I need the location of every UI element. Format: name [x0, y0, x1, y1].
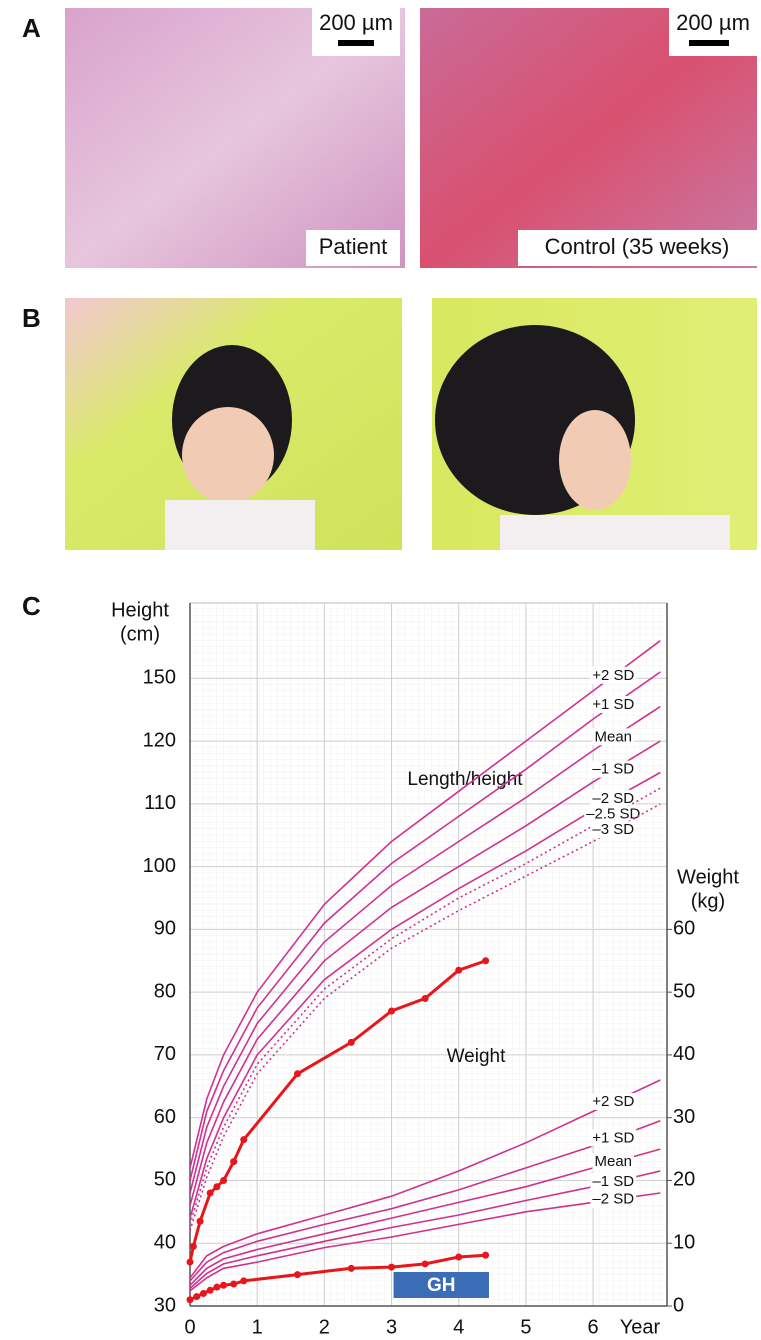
patient-point	[187, 1259, 194, 1266]
patient-point	[422, 1260, 429, 1267]
x-axis-title: Year	[620, 1316, 661, 1338]
y-tick-label: 110	[144, 792, 176, 814]
patient-point	[348, 1039, 355, 1046]
patient-point	[213, 1284, 220, 1291]
curve-label: –2.5 SD	[586, 805, 640, 822]
gh-label: GH	[427, 1275, 456, 1296]
scale-bar	[689, 40, 729, 46]
y-tick-label: 70	[154, 1043, 176, 1065]
y2-axis-title: Weight	[677, 866, 739, 888]
caption: Control (35 weeks)	[545, 234, 730, 259]
patient-point	[388, 1264, 395, 1271]
patient-point	[240, 1136, 247, 1143]
scale-bar-label: 200 µm	[676, 10, 750, 35]
caption: Patient	[319, 234, 388, 259]
curve-label: Mean	[594, 728, 632, 745]
y-tick-label: 100	[143, 855, 176, 877]
y2-tick-label: 20	[673, 1169, 695, 1191]
patient-point	[388, 1007, 395, 1014]
patient-point	[207, 1190, 214, 1197]
clothing	[500, 515, 730, 550]
x-tick-label: 0	[184, 1316, 195, 1338]
scale-bar-label: 200 µm	[319, 10, 393, 35]
patient-point	[482, 1252, 489, 1259]
y2-tick-label: 60	[673, 918, 695, 940]
y-tick-label: 50	[154, 1169, 176, 1191]
patient-point	[482, 957, 489, 964]
clothing	[165, 500, 315, 550]
curve-label: +1 SD	[592, 1129, 634, 1146]
x-tick-label: 1	[252, 1316, 263, 1338]
curve-label: –1 SD	[592, 1173, 634, 1190]
curve-label: +2 SD	[592, 667, 634, 684]
patient-point	[294, 1070, 301, 1077]
x-tick-label: 4	[453, 1316, 464, 1338]
y-tick-label: 120	[143, 729, 176, 751]
y-tick-label: 80	[154, 980, 176, 1002]
patient-point	[230, 1281, 237, 1288]
panel-label: A	[22, 13, 41, 43]
patient-point	[348, 1265, 355, 1272]
y-axis-title: Height	[111, 599, 169, 621]
x-tick-label: 6	[588, 1316, 599, 1338]
y-tick-label: 150	[143, 667, 176, 689]
patient-point	[187, 1296, 194, 1303]
patient-point	[207, 1287, 214, 1294]
annotation: Weight	[447, 1046, 507, 1067]
curve-label: +2 SD	[592, 1093, 634, 1110]
curve-label: Mean	[594, 1153, 632, 1170]
y-axis-title: (cm)	[120, 623, 160, 645]
face	[559, 410, 631, 510]
y2-tick-label: 10	[673, 1232, 695, 1254]
patient-point	[190, 1243, 197, 1250]
face	[182, 407, 274, 503]
y-tick-label: 40	[154, 1232, 176, 1254]
x-tick-label: 2	[319, 1316, 330, 1338]
y-tick-label: 60	[154, 1106, 176, 1128]
patient-point	[197, 1218, 204, 1225]
patient-point	[200, 1290, 207, 1297]
patient-point	[240, 1277, 247, 1284]
panel-label: C	[22, 591, 41, 621]
patient-point	[422, 995, 429, 1002]
curve-label: –1 SD	[592, 761, 634, 778]
panel-label: B	[22, 303, 41, 333]
patient-point	[455, 967, 462, 974]
patient-point	[455, 1254, 462, 1261]
scale-bar	[338, 40, 374, 46]
y-tick-label: 30	[154, 1294, 176, 1316]
y2-tick-label: 40	[673, 1043, 695, 1065]
figure: A 200 µm 200 µm Patient Control (35 week…	[0, 0, 761, 1340]
patient-point	[294, 1271, 301, 1278]
patient-point	[230, 1158, 237, 1165]
patient-point	[213, 1183, 220, 1190]
patient-point	[220, 1177, 227, 1184]
curve-label: –2 SD	[592, 790, 634, 807]
y2-axis-title: (kg)	[691, 890, 725, 912]
patient-point	[193, 1293, 200, 1300]
x-tick-label: 5	[520, 1316, 531, 1338]
curve-label: –2 SD	[592, 1191, 634, 1208]
patient-point	[220, 1282, 227, 1289]
y2-tick-label: 50	[673, 980, 695, 1002]
curve-label: –3 SD	[592, 821, 634, 838]
y-tick-label: 90	[154, 918, 176, 940]
curve-label: +1 SD	[592, 696, 634, 713]
x-tick-label: 3	[386, 1316, 397, 1338]
y2-tick-label: 30	[673, 1106, 695, 1128]
y2-tick-label: 0	[673, 1294, 684, 1316]
